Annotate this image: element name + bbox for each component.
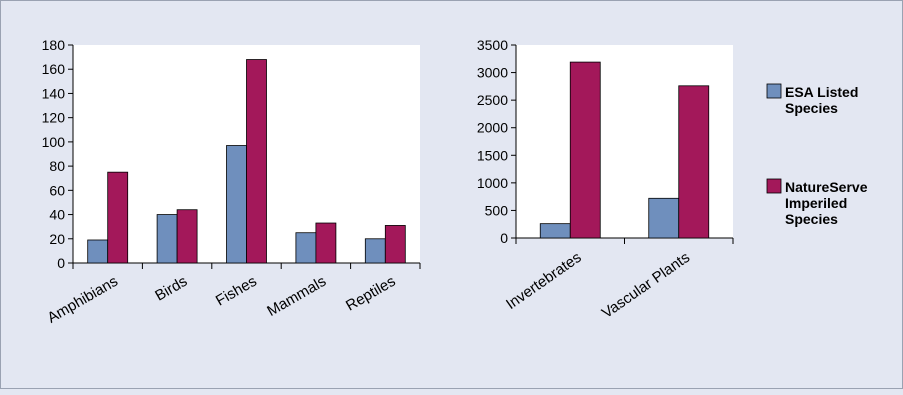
- chart-1-bar-esa: [295, 232, 317, 264]
- chart-2-y-tick-label: 1000: [477, 175, 508, 191]
- chart-2-y-tick-label: 1500: [477, 147, 508, 163]
- chart-1-y-tick-label: 40: [49, 207, 65, 223]
- chart-2-category-label: Vascular Plants: [599, 249, 693, 322]
- chart-1-category-label: Amphibians: [45, 273, 121, 327]
- chart-2-y-tick-label: 0: [500, 230, 508, 246]
- chart-1-category-label: Reptiles: [343, 273, 398, 315]
- chart-1-bar-esa: [156, 214, 178, 264]
- chart-1-y-tick-label: 140: [42, 85, 66, 101]
- chart-2-bar-natureserve: [569, 61, 601, 239]
- chart-2-y-tick-label: 2500: [477, 92, 508, 108]
- chart-1-bar-esa: [226, 145, 247, 264]
- chart-1-y-tick-label: 160: [42, 61, 66, 77]
- chart-1-bar-natureserve: [176, 209, 198, 264]
- chart-1-bar-natureserve: [107, 171, 129, 264]
- chart-2-category-label: Invertebrates: [503, 249, 584, 313]
- legend-label-natureserve: Species: [785, 211, 838, 227]
- chart-1-category-label: Fishes: [213, 273, 260, 310]
- chart-1-category-label: Birds: [152, 273, 190, 305]
- chart-1-y-tick-label: 60: [49, 182, 65, 198]
- chart-1-y-tick-label: 80: [49, 158, 65, 174]
- legend-label-esa: ESA Listed: [785, 84, 858, 100]
- legend-label-natureserve: Imperiled: [785, 195, 847, 211]
- chart-1-bar-natureserve: [246, 59, 267, 264]
- chart-1-y-tick-label: 20: [49, 231, 65, 247]
- chart-1-y-tick-label: 180: [42, 37, 66, 53]
- chart-2-y-tick-label: 3500: [477, 37, 508, 53]
- chart-2-bar-natureserve: [678, 85, 710, 239]
- chart-2-y-tick-label: 3000: [477, 65, 508, 81]
- legend-swatch-esa: [766, 83, 782, 99]
- chart-1-category-label: Mammals: [264, 273, 329, 320]
- chart-2-y-tick-label: 2000: [477, 120, 508, 136]
- chart-1-bar-natureserve: [315, 222, 337, 264]
- chart-1-bar-esa: [87, 239, 109, 264]
- legend-swatch-natureserve: [766, 178, 782, 194]
- chart-2-y-tick-label: 500: [485, 202, 509, 218]
- chart-1-y-tick-label: 100: [42, 134, 66, 150]
- chart-1-bar-esa: [364, 238, 386, 264]
- chart-1-y-tick-label: 0: [57, 255, 65, 271]
- chart-1-y-tick-label: 120: [42, 110, 66, 126]
- legend-label-esa: Species: [785, 100, 838, 116]
- chart-2-bar-esa: [648, 197, 680, 239]
- chart-2-bar-esa: [539, 223, 571, 239]
- chart-1-bar-natureserve: [384, 225, 406, 264]
- legend-label-natureserve: NatureServe: [785, 179, 868, 195]
